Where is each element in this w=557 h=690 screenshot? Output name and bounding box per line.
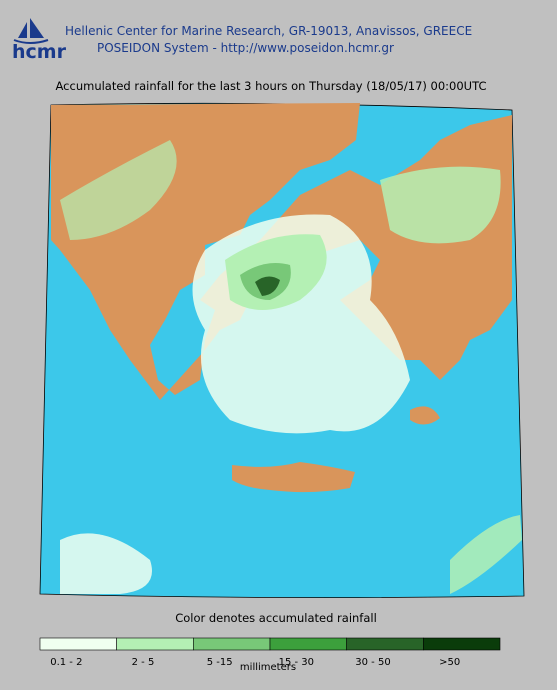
legend-swatch [346, 637, 424, 651]
island [410, 406, 440, 425]
legend-swatch [193, 637, 271, 651]
map [39, 102, 525, 598]
legend-label: 30 - 50 [355, 657, 390, 668]
legend-swatch [269, 637, 347, 651]
rain-area [60, 140, 177, 240]
legend-label: 2 - 5 [132, 657, 155, 668]
legend-title: Color denotes accumulated rainfall [175, 611, 377, 625]
logo-text: hcmr [12, 41, 67, 63]
legend-label: 5 -15 [207, 657, 233, 668]
crete [232, 462, 355, 493]
legend: 0.1 - 2 2 - 5 5 -15 15 - 30 30 - 50 >50 [39, 637, 501, 668]
logo: hcmr [12, 18, 67, 63]
rain-area [60, 533, 152, 594]
logo-sail [18, 22, 27, 38]
legend-label: 0.1 - 2 [50, 657, 82, 668]
legend-swatch [39, 637, 117, 651]
legend-swatch [423, 637, 501, 651]
system-url: POSEIDON System - http://www.poseidon.hc… [97, 41, 394, 55]
organization: Hellenic Center for Marine Research, GR-… [65, 24, 472, 38]
logo-wave [13, 39, 49, 44]
logo-sail [30, 18, 44, 38]
rain-area [450, 515, 522, 594]
legend-label: >50 [439, 657, 460, 668]
legend-unit: millimeters [240, 662, 296, 673]
rain-area [255, 276, 280, 296]
legend-swatch [116, 637, 194, 651]
sea-inlet [372, 107, 430, 128]
rain-area [380, 166, 501, 244]
map-title: Accumulated rainfall for the last 3 hour… [56, 79, 487, 93]
legend-label: 15 - 30 [279, 657, 314, 668]
